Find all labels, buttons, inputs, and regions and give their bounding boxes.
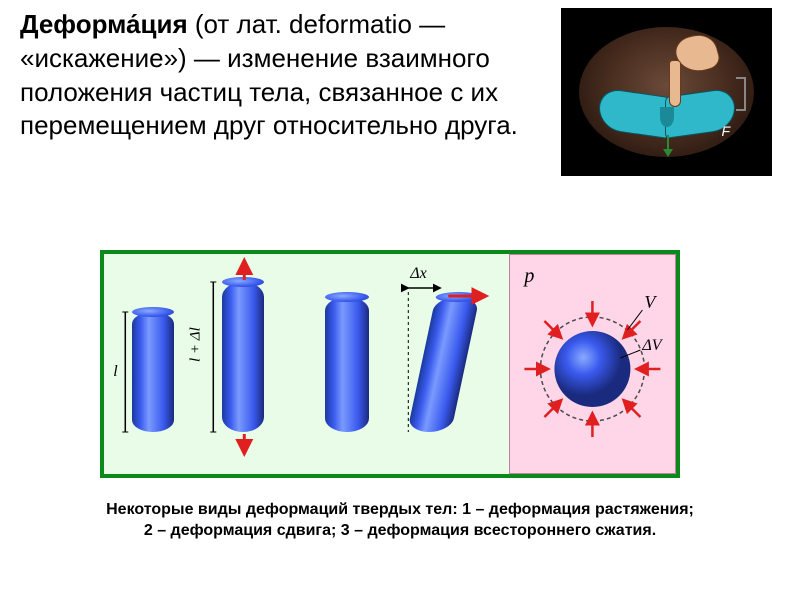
- panel-compression: p: [509, 254, 676, 474]
- label-dV: ΔV: [642, 337, 664, 354]
- compression-svg: p: [509, 254, 676, 474]
- slide-root: Деформа́ция (от лат. deformatio — «искаж…: [0, 0, 800, 600]
- caption-text: Некоторые виды деформаций твердых тел: 1…: [100, 500, 700, 542]
- definition-block: Деформа́ция (от лат. deformatio — «искаж…: [20, 8, 540, 143]
- panel-shear: Δx: [307, 254, 510, 474]
- definition-term: Деформа́ция: [20, 9, 188, 39]
- panel-tension: l l + Δl: [104, 254, 307, 474]
- label-dx: Δx: [409, 265, 427, 282]
- top-illustration: F: [561, 8, 772, 176]
- ellipse-bg: F: [579, 27, 754, 157]
- deformation-diagram: l l + Δl: [100, 250, 680, 478]
- force-label: F: [721, 123, 730, 139]
- bracket-icon: [736, 77, 746, 111]
- force-arrow-icon: [667, 135, 669, 151]
- label-p: p: [523, 265, 535, 287]
- shear-overlay: Δx: [307, 254, 510, 474]
- tension-arrows: [104, 254, 307, 474]
- pressing-hand: [663, 35, 718, 100]
- label-V: V: [645, 292, 658, 312]
